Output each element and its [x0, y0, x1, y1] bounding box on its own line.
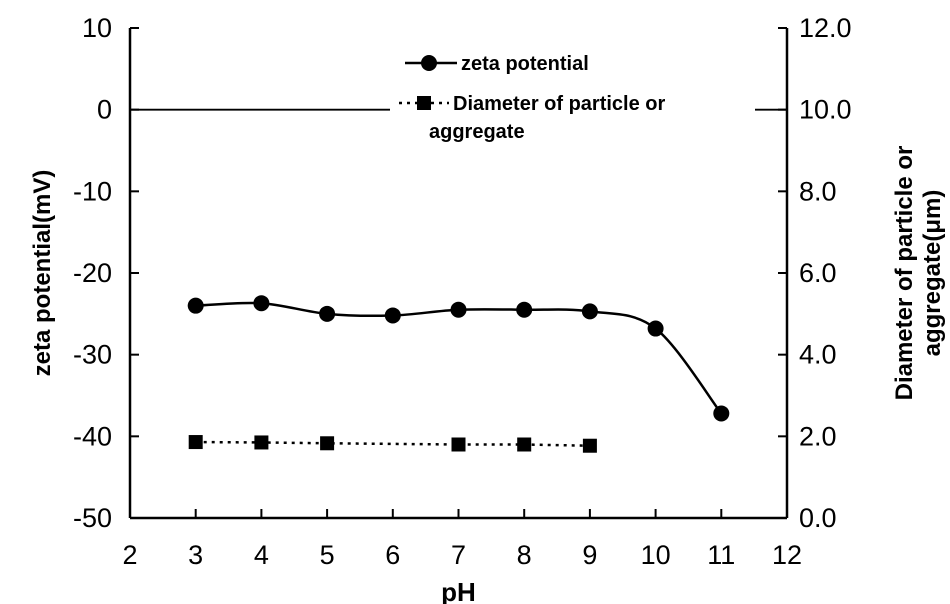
right-y-axis-title-line-2: aggregate(μm) [919, 190, 946, 357]
right-y-tick-label: 0.0 [799, 503, 837, 533]
left-y-tick-label: 0 [97, 95, 112, 125]
legend-zeta-label: zeta potential [461, 53, 589, 75]
right-y-tick-label: 6.0 [799, 258, 837, 288]
data-point-square [582, 438, 597, 453]
left-y-tick-label: -50 [73, 503, 112, 533]
left-y-tick-label: -10 [73, 176, 112, 206]
data-point-circle [713, 405, 730, 422]
series-diameter [188, 435, 597, 453]
data-point-square [188, 435, 203, 450]
right-y-tick-label: 10.0 [799, 95, 852, 125]
x-tick-label: 10 [641, 540, 671, 570]
x-tick-label: 3 [188, 540, 203, 570]
legend-diameter-marker [417, 96, 431, 110]
legend-diameter-label-line-2: aggregate [429, 121, 525, 143]
legend: zeta potential Diameter of particle or a… [390, 44, 755, 162]
x-tick-label: 9 [582, 540, 597, 570]
tick-labels: 10 0 -10 -20 -30 -40 -50 12.0 10.0 8.0 6.0 4.0 2.0 0.… [73, 13, 852, 570]
x-tick-label: 2 [122, 540, 137, 570]
right-y-tick-label: 12.0 [799, 13, 852, 43]
data-point-circle [581, 303, 598, 320]
data-point-square [451, 437, 466, 452]
x-tick-label: 6 [385, 540, 400, 570]
data-point-circle [647, 320, 664, 337]
legend-zeta-marker [421, 55, 437, 71]
legend-diameter-label-line-1: Diameter of particle or [453, 93, 666, 115]
right-y-tick-label: 8.0 [799, 176, 837, 206]
left-y-tick-label: 10 [82, 13, 112, 43]
data-point-circle [253, 295, 270, 312]
data-point-circle [516, 301, 533, 318]
data-point-square [254, 435, 269, 450]
x-tick-label: 8 [517, 540, 532, 570]
series-zeta-potential [187, 295, 730, 422]
left-y-tick-label: -40 [73, 421, 112, 451]
data-point-circle [450, 301, 467, 318]
right-y-tick-label: 2.0 [799, 421, 837, 451]
right-y-tick-label: 4.0 [799, 340, 837, 370]
left-y-tick-label: -30 [73, 340, 112, 370]
left-y-tick-label: -20 [73, 258, 112, 288]
x-tick-label: 5 [320, 540, 335, 570]
data-point-circle [319, 305, 336, 322]
x-tick-label: 11 [707, 540, 735, 570]
data-point-circle [187, 297, 204, 314]
right-y-axis-title-line-1: Diameter of particle or [891, 146, 918, 401]
data-point-square [517, 437, 532, 452]
data-point-circle [384, 307, 401, 324]
data-point-square [320, 436, 335, 451]
series-line [195, 301, 723, 415]
x-tick-label: 4 [254, 540, 269, 570]
x-tick-label: 7 [451, 540, 466, 570]
left-y-axis-title: zeta potential(mV) [29, 170, 56, 377]
axis-titles: pH zeta potential(mV) Diameter of partic… [29, 146, 946, 604]
x-tick-label: 12 [772, 540, 802, 570]
x-axis-title: pH [441, 577, 476, 604]
